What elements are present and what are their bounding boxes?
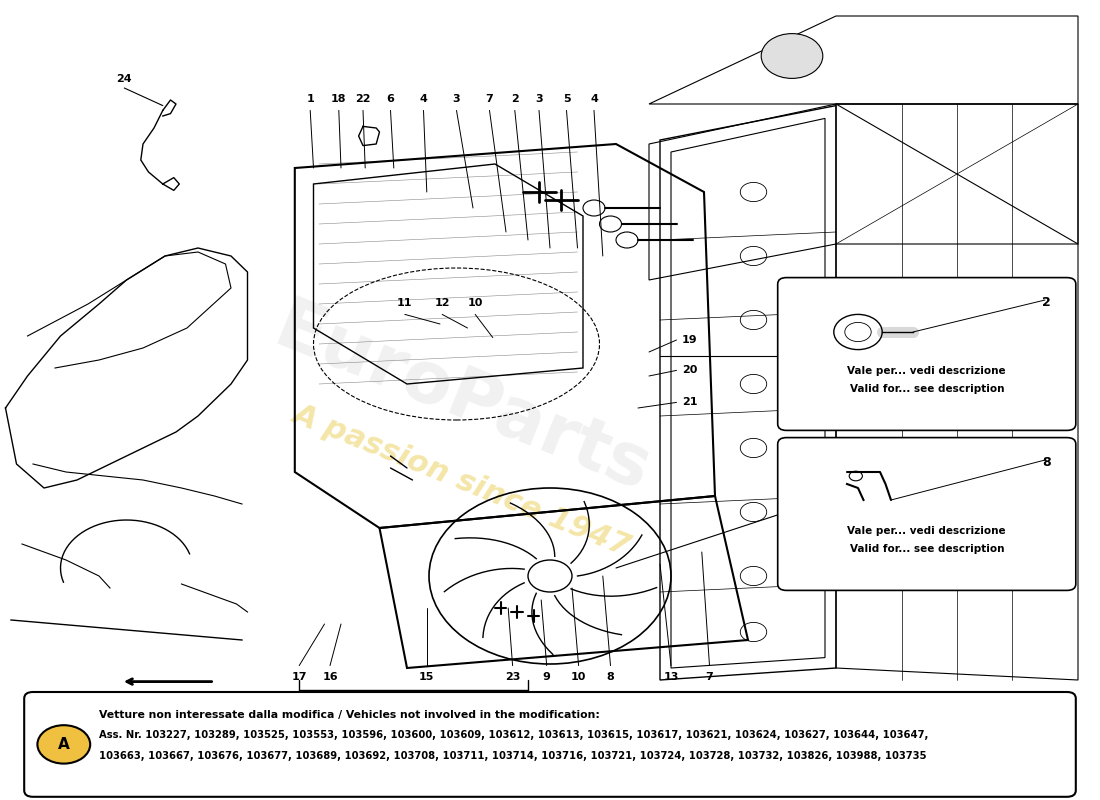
Text: 10: 10 (571, 672, 586, 682)
Text: EuroParts: EuroParts (264, 294, 660, 506)
Text: 3: 3 (536, 94, 542, 104)
Text: 24: 24 (117, 74, 132, 84)
Text: A: A (58, 737, 69, 752)
Text: Vetture non interessate dalla modifica / Vehicles not involved in the modificati: Vetture non interessate dalla modifica /… (99, 710, 600, 720)
Circle shape (600, 216, 621, 232)
Circle shape (528, 560, 572, 592)
Text: 12: 12 (434, 298, 450, 308)
Text: 8: 8 (1042, 456, 1050, 469)
Text: 21: 21 (682, 398, 697, 407)
Text: Vale per... vedi descrizione: Vale per... vedi descrizione (847, 366, 1006, 376)
Text: 22: 22 (355, 94, 371, 104)
FancyBboxPatch shape (24, 692, 1076, 797)
Circle shape (583, 200, 605, 216)
Text: Valid for... see description: Valid for... see description (849, 384, 1004, 394)
FancyBboxPatch shape (778, 438, 1076, 590)
Text: 8: 8 (606, 672, 615, 682)
Text: 10: 10 (468, 298, 483, 308)
Text: 15: 15 (419, 672, 435, 682)
Circle shape (761, 34, 823, 78)
Text: 4: 4 (419, 94, 428, 104)
Text: 18: 18 (331, 94, 346, 104)
Text: Valid for... see description: Valid for... see description (849, 544, 1004, 554)
Text: 17: 17 (292, 672, 307, 682)
Text: 13: 13 (663, 672, 679, 682)
Text: Ass. Nr. 103227, 103289, 103525, 103553, 103596, 103600, 103609, 103612, 103613,: Ass. Nr. 103227, 103289, 103525, 103553,… (99, 730, 928, 741)
Text: 16: 16 (322, 672, 338, 682)
Text: 103663, 103667, 103676, 103677, 103689, 103692, 103708, 103711, 103714, 103716, : 103663, 103667, 103676, 103677, 103689, … (99, 751, 926, 762)
Text: 23: 23 (505, 672, 520, 682)
FancyBboxPatch shape (778, 278, 1076, 430)
Text: 6: 6 (386, 94, 395, 104)
Text: 4: 4 (590, 94, 598, 104)
Circle shape (616, 232, 638, 248)
Text: Vale per... vedi descrizione: Vale per... vedi descrizione (847, 526, 1006, 536)
Text: 9: 9 (542, 672, 551, 682)
Text: A passion since 1947: A passion since 1947 (289, 399, 635, 561)
Text: 7: 7 (485, 94, 494, 104)
Text: 14: 14 (406, 698, 421, 707)
Text: 2: 2 (510, 94, 519, 104)
Text: 1: 1 (306, 94, 315, 104)
Text: 3: 3 (453, 94, 460, 104)
Text: 5: 5 (563, 94, 570, 104)
Text: 2: 2 (1042, 296, 1050, 309)
Circle shape (37, 725, 90, 763)
Text: 11: 11 (397, 298, 412, 308)
Text: 20: 20 (682, 366, 697, 375)
Text: 7: 7 (705, 672, 714, 682)
Text: 19: 19 (682, 335, 697, 345)
